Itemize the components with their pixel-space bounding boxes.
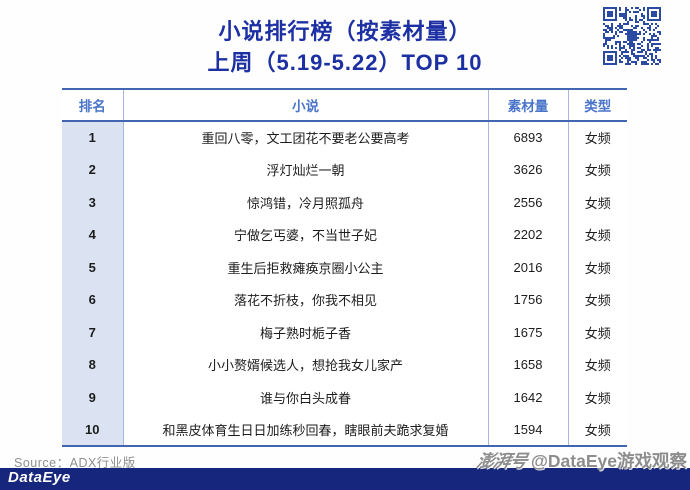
materials-count-cell: 1756: [488, 283, 569, 316]
bottom-brand-bar: DataEye: [0, 468, 690, 490]
type-cell: 女频: [568, 283, 627, 316]
table-row: 5 重生后拒救瘫痪京圈小公主 2016 女频: [62, 251, 627, 284]
watermark-text: @DataEye游戏观察: [530, 451, 687, 471]
table-row: 7 梅子熟时栀子香 1675 女频: [62, 316, 627, 349]
novel-title-cell: 落花不折枝，你我不相见: [123, 283, 489, 316]
type-cell: 女频: [568, 413, 627, 447]
novel-title-cell: 重生后拒救瘫痪京圈小公主: [123, 251, 489, 284]
dataeye-logo: DataEye: [8, 469, 71, 486]
rank-cell: 3: [62, 186, 124, 219]
novel-title-cell: 梅子熟时栀子香: [123, 316, 489, 349]
rank-cell: 4: [62, 218, 124, 251]
rank-cell: 5: [62, 251, 124, 284]
data-source-note: Source：ADX行业版: [14, 456, 136, 470]
qr-code: [601, 5, 663, 67]
type-cell: 女频: [568, 316, 627, 349]
page-title: 小说排行榜（按素材量） 上周（5.19-5.22）TOP 10: [0, 16, 690, 78]
header-type: 类型: [568, 88, 627, 122]
table-header: 排名 小说 素材量 类型: [62, 88, 627, 122]
ranking-table: 排名 小说 素材量 类型 1 重回八零，文工团花不要老公要高考 6893 女频 …: [62, 88, 627, 447]
type-cell: 女频: [568, 153, 627, 186]
rank-cell: 2: [62, 153, 124, 186]
table-row: 4 宁做乞丐婆，不当世子妃 2202 女频: [62, 218, 627, 251]
pengpai-logo: 澎湃号: [475, 451, 529, 471]
rank-cell: 6: [62, 283, 124, 316]
table-row: 10 和黑皮体育生日日加练秒回春，瞎眼前夫跪求复婚 1594 女频: [62, 413, 627, 447]
novel-title-cell: 浮灯灿烂一朝: [123, 153, 489, 186]
type-cell: 女频: [568, 348, 627, 381]
title-line-1: 小说排行榜（按素材量）: [218, 19, 472, 44]
table-row: 2 浮灯灿烂一朝 3626 女频: [62, 153, 627, 186]
table-row: 3 惊鸿错，冷月照孤舟 2556 女频: [62, 186, 627, 219]
novel-title-cell: 和黑皮体育生日日加练秒回春，瞎眼前夫跪求复婚: [123, 413, 489, 447]
type-cell: 女频: [568, 381, 627, 414]
header-rank: 排名: [62, 88, 124, 122]
materials-count-cell: 2556: [488, 186, 569, 219]
table-body: 1 重回八零，文工团花不要老公要高考 6893 女频 2 浮灯灿烂一朝 3626…: [62, 121, 627, 447]
table-row: 1 重回八零，文工团花不要老公要高考 6893 女频: [62, 121, 627, 154]
novel-title-cell: 小小赘婿候选人，想抢我女儿家产: [123, 348, 489, 381]
rank-cell: 7: [62, 316, 124, 349]
rank-cell: 9: [62, 381, 124, 414]
header-novel: 小说: [123, 88, 489, 122]
rank-cell: 8: [62, 348, 124, 381]
table-row: 8 小小赘婿候选人，想抢我女儿家产 1658 女频: [62, 348, 627, 381]
materials-count-cell: 1594: [488, 413, 569, 447]
table-row: 9 谁与你白头成眷 1642 女频: [62, 381, 627, 414]
watermark: 澎湃号 @DataEye游戏观察: [475, 448, 687, 473]
type-cell: 女频: [568, 186, 627, 219]
novel-title-cell: 惊鸿错，冷月照孤舟: [123, 186, 489, 219]
novel-title-cell: 宁做乞丐婆，不当世子妃: [123, 218, 489, 251]
qr-code-icon: [603, 7, 661, 65]
materials-count-cell: 2016: [488, 251, 569, 284]
title-line-2: 上周（5.19-5.22）TOP 10: [207, 50, 483, 75]
rank-cell: 1: [62, 121, 124, 154]
type-cell: 女频: [568, 251, 627, 284]
table-header-row: 排名 小说 素材量 类型: [62, 88, 627, 122]
novel-title-cell: 谁与你白头成眷: [123, 381, 489, 414]
materials-count-cell: 6893: [488, 121, 569, 154]
materials-count-cell: 3626: [488, 153, 569, 186]
materials-count-cell: 1642: [488, 381, 569, 414]
type-cell: 女频: [568, 218, 627, 251]
type-cell: 女频: [568, 121, 627, 154]
materials-count-cell: 1658: [488, 348, 569, 381]
novel-title-cell: 重回八零，文工团花不要老公要高考: [123, 121, 489, 154]
materials-count-cell: 2202: [488, 218, 569, 251]
table-row: 6 落花不折枝，你我不相见 1756 女频: [62, 283, 627, 316]
materials-count-cell: 1675: [488, 316, 569, 349]
rank-cell: 10: [62, 413, 124, 447]
header-materials: 素材量: [488, 88, 569, 122]
